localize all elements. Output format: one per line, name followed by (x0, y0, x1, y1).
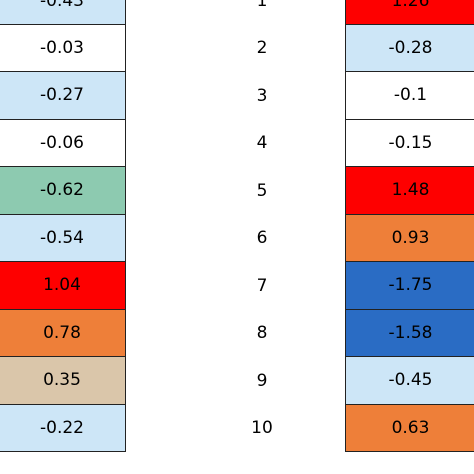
row-index: 1 (256, 0, 268, 11)
left-cell: -0.03 (0, 24, 126, 72)
left-cell: 1.04 (0, 262, 126, 310)
row-index: 4 (256, 133, 268, 154)
left-cell: -0.62 (0, 167, 126, 215)
right-cell: -0.1 (345, 72, 474, 120)
row-index: 10 (251, 418, 273, 439)
right-cell: 0.93 (345, 214, 474, 262)
row-index: 5 (256, 180, 268, 201)
left-value-column: -0.43 -0.03 -0.27 -0.06 -0.62 -0.54 1.04… (0, 0, 126, 452)
left-cell: 0.78 (0, 309, 126, 357)
right-cell: -1.58 (345, 309, 474, 357)
left-cell: -0.43 (0, 0, 126, 25)
left-cell: -0.22 (0, 404, 126, 452)
left-cell: -0.06 (0, 119, 126, 167)
left-cell: 0.35 (0, 357, 126, 405)
row-index: 2 (256, 38, 268, 59)
row-index: 9 (256, 370, 268, 391)
right-cell: 1.48 (345, 167, 474, 215)
row-index-column: 1 2 3 4 5 6 7 8 9 10 (200, 0, 324, 452)
left-cell: -0.54 (0, 214, 126, 262)
row-index: 8 (256, 323, 268, 344)
left-cell: -0.27 (0, 72, 126, 120)
row-index: 3 (256, 85, 268, 106)
right-cell: -0.45 (345, 357, 474, 405)
right-value-column: 1.26 -0.28 -0.1 -0.15 1.48 0.93 -1.75 -1… (345, 0, 474, 452)
right-cell: 1.26 (345, 0, 474, 25)
right-cell: -0.15 (345, 119, 474, 167)
right-cell: 0.63 (345, 404, 474, 452)
row-index: 6 (256, 228, 268, 249)
right-cell: -1.75 (345, 262, 474, 310)
row-index: 7 (256, 275, 268, 296)
right-cell: -0.28 (345, 24, 474, 72)
